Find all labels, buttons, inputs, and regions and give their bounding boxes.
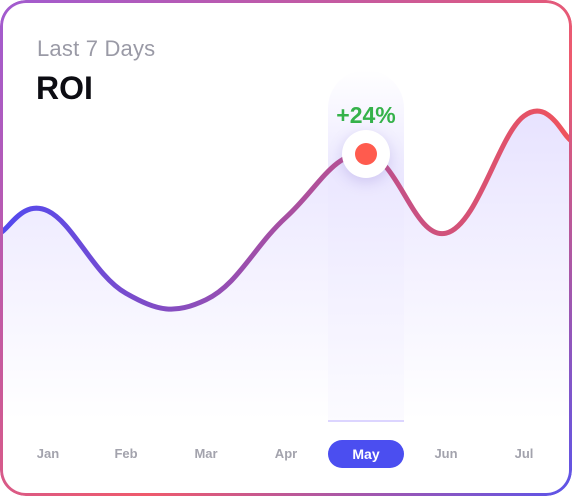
- month-tab-jul[interactable]: Jul: [514, 446, 534, 461]
- data-point-jan[interactable]: [45, 208, 51, 214]
- selected-point-dot: [355, 143, 377, 165]
- data-point-jun[interactable]: [443, 230, 449, 236]
- month-tab-may[interactable]: May: [328, 440, 404, 468]
- month-axis: Jan Feb Mar Apr May Jun Jul: [0, 420, 572, 496]
- month-tab-jun[interactable]: Jun: [434, 446, 458, 461]
- month-tab-feb[interactable]: Feb: [114, 446, 138, 461]
- roi-area-fill: [0, 111, 572, 421]
- chart-title: ROI: [36, 70, 93, 106]
- data-point-mar[interactable]: [203, 297, 209, 303]
- selected-point-marker[interactable]: [342, 130, 390, 178]
- data-point-feb[interactable]: [123, 290, 129, 296]
- roi-delta-label: +24%: [336, 102, 396, 128]
- period-subtitle: Last 7 Days: [37, 36, 156, 61]
- data-point-apr[interactable]: [283, 214, 289, 220]
- month-tab-mar[interactable]: Mar: [194, 446, 218, 461]
- month-tab-apr[interactable]: Apr: [274, 446, 298, 461]
- data-point-jul[interactable]: [521, 113, 527, 119]
- month-tab-jan[interactable]: Jan: [36, 446, 60, 461]
